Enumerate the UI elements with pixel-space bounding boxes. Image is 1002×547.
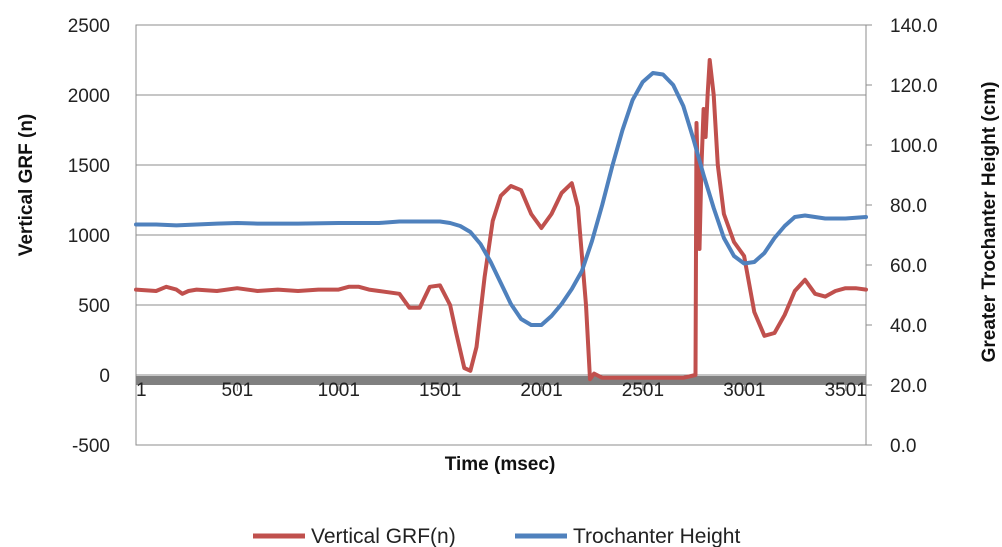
y2-tick-label: 100.0	[890, 136, 938, 157]
y-axis-ticks: -500 0 500 1000 1500 2000 2500	[68, 16, 110, 457]
y-tick-label: 500	[78, 296, 110, 317]
y2-axis-title: Greater Trochanter Height (cm)	[979, 82, 1000, 363]
y2-tick-label: 60.0	[890, 256, 927, 277]
legend-label-trochanter: Trochanter Height	[573, 525, 740, 547]
y-tick-label: 2500	[68, 16, 110, 37]
x-axis-title: Time (msec)	[445, 454, 556, 475]
y-tick-label: 2000	[68, 86, 110, 107]
legend: Vertical GRF(n) Trochanter Height	[253, 525, 740, 547]
x-tick-label: 3001	[723, 380, 765, 401]
series-line-vertical-grf	[134, 58, 868, 382]
y2-tick-label: 20.0	[890, 376, 927, 397]
legend-label-grf: Vertical GRF(n)	[311, 525, 456, 547]
x-tick-label: 3501	[825, 380, 867, 401]
x-tick-label: 1501	[419, 380, 461, 401]
y2-tick-label: 140.0	[890, 16, 938, 37]
y2-axis-ticks: 0.0 20.0 40.0 60.0 80.0 100.0 120.0 140.0	[866, 16, 938, 457]
y-tick-label: 1000	[68, 226, 110, 247]
y-tick-label: 1500	[68, 156, 110, 177]
y2-tick-label: 80.0	[890, 196, 927, 217]
y2-tick-label: 40.0	[890, 316, 927, 337]
x-axis-ticks: 1 501 1001 1501 2001 2501 3001 3501	[135, 380, 867, 401]
y2-tick-label: 0.0	[890, 436, 916, 457]
x-tick-label: 2001	[520, 380, 562, 401]
y2-tick-label: 120.0	[890, 76, 938, 97]
y-tick-label: 0	[99, 366, 110, 387]
series-line-trochanter-height	[134, 71, 868, 327]
x-tick-label: 2501	[622, 380, 664, 401]
plot-area	[135, 24, 867, 446]
zero-baseline-band	[136, 376, 866, 385]
x-tick-label: 501	[222, 380, 254, 401]
x-tick-label: 1001	[318, 380, 360, 401]
y-axis-title: Vertical GRF (n)	[16, 114, 37, 257]
series-layer	[134, 58, 868, 382]
x-tick-label: 1	[136, 380, 147, 401]
y-tick-label: -500	[72, 436, 110, 457]
